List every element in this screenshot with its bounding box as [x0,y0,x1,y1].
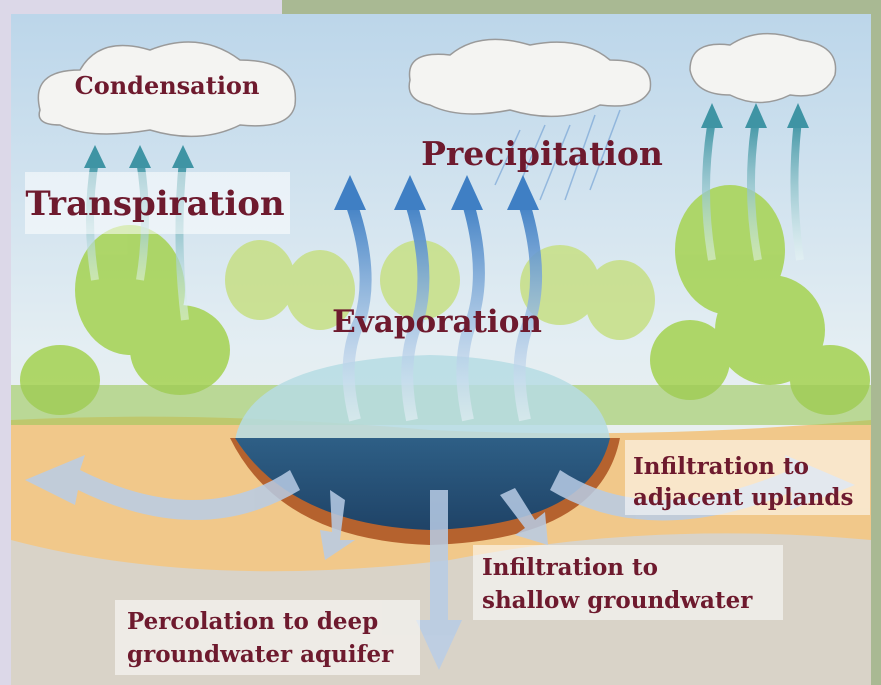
condensation-label: Condensation [75,71,260,100]
page: Condensation Precipitation Transpiration… [0,0,881,685]
transpiration-label: Transpiration [25,184,284,224]
percolation-line: Percolation to deep [127,608,378,635]
frame-corner [0,0,282,16]
evaporation-label: Evaporation [332,304,542,340]
infiltration-uplands-line: Infiltration to [633,453,809,480]
infiltration-shallow-line: shallow groundwater [482,587,753,614]
infiltration-shallow-line: Infiltration to [482,554,658,581]
frame-left [0,0,11,685]
precipitation-label: Precipitation [421,134,663,173]
water-cycle-diagram: Condensation Precipitation Transpiration… [0,0,881,685]
percolation-line: groundwater aquifer [127,641,394,668]
infiltration-uplands-line: adjacent uplands [633,484,853,511]
